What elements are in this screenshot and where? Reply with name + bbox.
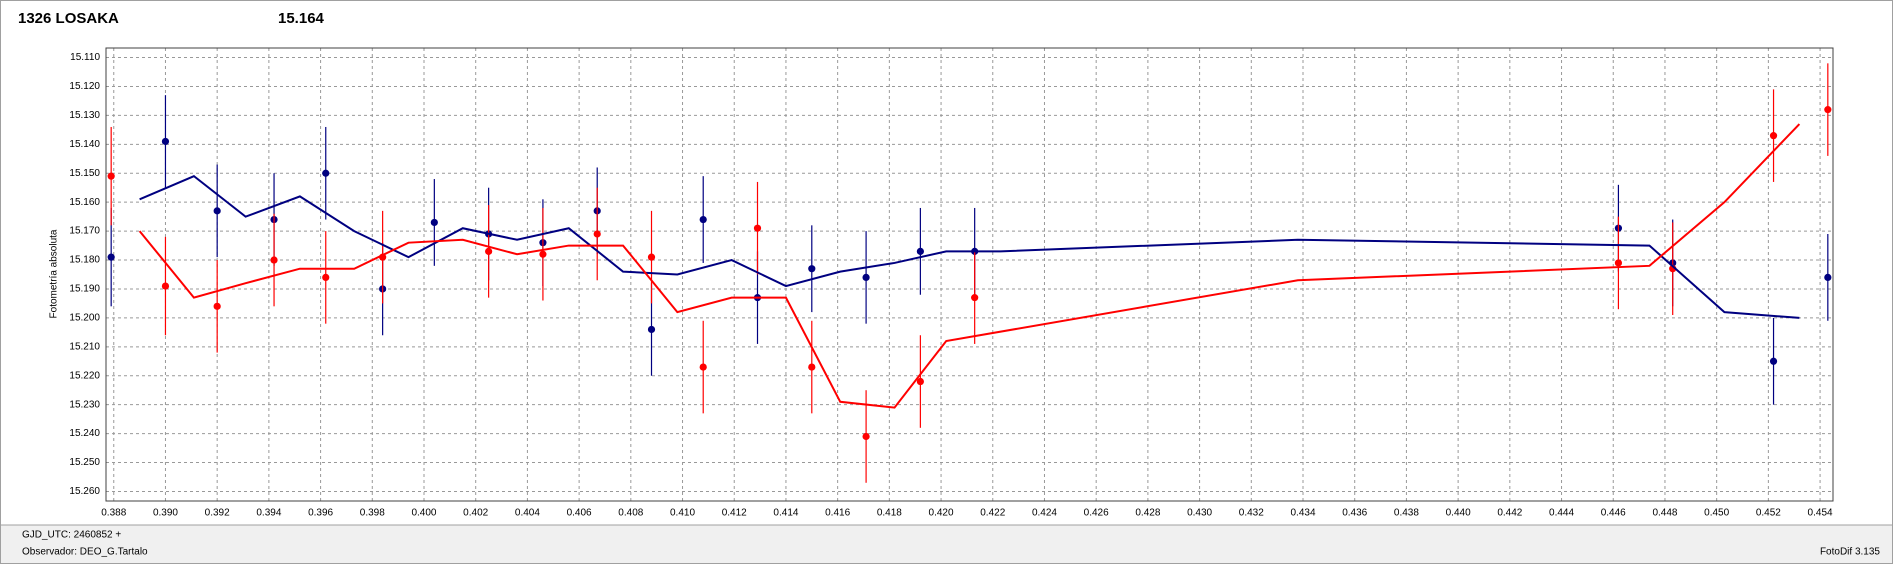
data-point — [647, 253, 656, 261]
footer-bar — [1, 525, 1892, 563]
y-tick-label: 15.110 — [70, 52, 100, 63]
data-point — [808, 265, 816, 273]
x-tick-label: 0.412 — [722, 508, 747, 519]
y-tick-label: 15.150 — [69, 168, 100, 179]
data-point — [539, 250, 547, 258]
x-tick-label: 0.416 — [825, 508, 850, 519]
data-point — [213, 207, 221, 215]
x-tick-label: 0.434 — [1290, 508, 1315, 519]
x-tick-label: 0.410 — [670, 508, 695, 519]
x-tick-label: 0.390 — [153, 508, 178, 519]
x-tick-label: 0.420 — [929, 508, 954, 519]
y-tick-label: 15.250 — [69, 457, 100, 468]
data-point — [916, 377, 924, 386]
y-tick-label: 15.120 — [69, 81, 100, 92]
y-tick-label: 15.220 — [69, 370, 100, 381]
y-tick-label: 15.200 — [69, 313, 100, 324]
y-tick-label: 15.260 — [69, 486, 100, 497]
x-tick-label: 0.438 — [1394, 508, 1419, 519]
y-tick-label: 15.160 — [69, 197, 100, 208]
x-tick-label: 0.454 — [1808, 508, 1833, 519]
plot-area — [106, 48, 1833, 501]
x-tick-label: 0.424 — [1032, 508, 1057, 519]
x-tick-label: 0.452 — [1756, 508, 1781, 519]
y-tick-label: 15.140 — [69, 139, 100, 150]
footer-text: GJD_UTC: 2460852 + — [22, 530, 121, 541]
x-tick-label: 0.392 — [205, 508, 230, 519]
data-point — [161, 137, 170, 146]
y-tick-label: 15.230 — [69, 399, 100, 410]
data-point — [862, 432, 870, 441]
x-tick-label: 0.408 — [618, 508, 643, 519]
footer-text: Observador: DEO_G.Tartalo — [22, 547, 148, 558]
x-tick-label: 0.402 — [463, 508, 488, 519]
x-tick-label: 0.394 — [256, 508, 281, 519]
x-tick-label: 0.450 — [1704, 508, 1729, 519]
data-point — [107, 253, 115, 261]
x-tick-label: 0.418 — [877, 508, 902, 519]
y-tick-label: 15.180 — [69, 255, 100, 266]
x-tick-label: 0.396 — [308, 508, 333, 519]
data-point — [699, 363, 707, 371]
x-tick-label: 0.440 — [1446, 508, 1471, 519]
x-tick-label: 0.448 — [1652, 508, 1677, 519]
data-point — [1614, 259, 1623, 267]
plot-frame — [105, 47, 1834, 502]
data-point — [430, 218, 438, 227]
data-point — [593, 230, 601, 238]
data-point — [213, 302, 221, 310]
trend-line — [139, 174, 1800, 319]
x-tick-label: 0.388 — [101, 508, 126, 519]
data-point — [1769, 132, 1778, 140]
chart-subtitle: 15.164 — [278, 10, 325, 27]
x-tick-label: 0.446 — [1601, 508, 1626, 519]
x-tick-label: 0.426 — [1084, 508, 1109, 519]
data-point — [107, 172, 115, 180]
y-tick-label: 15.190 — [69, 284, 100, 295]
data-point — [1769, 357, 1778, 365]
data-point — [971, 294, 979, 302]
x-tick-label: 0.444 — [1549, 508, 1574, 519]
footer-text: FotoDif 3.135 — [1820, 547, 1880, 558]
y-tick-label: 15.210 — [69, 341, 100, 352]
data-point — [862, 273, 870, 281]
data-point — [753, 224, 762, 232]
data-point — [1824, 106, 1832, 114]
data-point — [485, 247, 493, 255]
data-point — [322, 273, 330, 281]
x-tick-label: 0.422 — [980, 508, 1005, 519]
data-point — [270, 256, 278, 264]
x-tick-label: 0.414 — [773, 508, 798, 519]
y-axis-label: Fotometría absoluta — [49, 229, 60, 318]
x-tick-label: 0.428 — [1135, 508, 1160, 519]
x-tick-label: 0.398 — [360, 508, 385, 519]
chart-title: 1326 LOSAKA — [18, 10, 119, 27]
y-tick-label: 15.170 — [69, 226, 100, 237]
x-tick-label: 0.400 — [411, 508, 436, 519]
x-tick-label: 0.430 — [1187, 508, 1212, 519]
x-tick-label: 0.404 — [515, 508, 540, 519]
x-tick-label: 0.442 — [1497, 508, 1522, 519]
y-tick-label: 15.130 — [69, 110, 100, 121]
data-point — [1824, 273, 1832, 281]
data-point — [699, 215, 707, 224]
data-point — [647, 325, 656, 334]
data-point — [808, 363, 816, 371]
data-point — [916, 247, 924, 255]
data-point — [322, 169, 330, 177]
y-tick-label: 15.240 — [69, 428, 100, 439]
x-tick-label: 0.432 — [1239, 508, 1264, 519]
trend-line — [138, 123, 1801, 409]
x-tick-label: 0.436 — [1342, 508, 1367, 519]
data-point — [161, 282, 170, 290]
x-tick-label: 0.406 — [567, 508, 592, 519]
